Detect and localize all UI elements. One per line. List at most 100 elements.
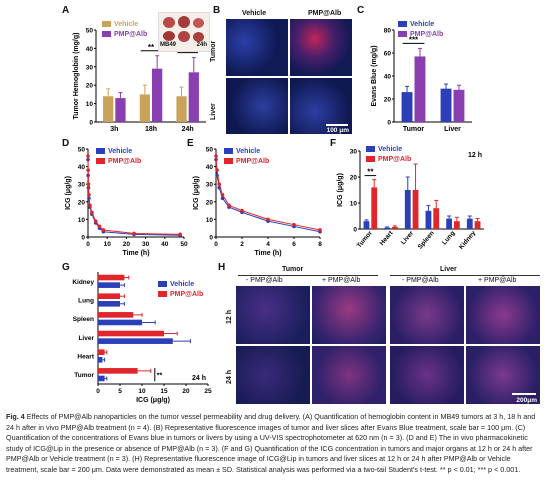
h-img-12h-liver-minus: [390, 286, 464, 344]
h-col-4: + PMP@Alb: [478, 277, 517, 284]
e-legend-swatch: [224, 158, 233, 164]
f-ytick-label: 10: [350, 201, 358, 208]
a-ylabel: Tumor Hemoglobin (mg/g): [73, 33, 80, 120]
c-bar: [414, 56, 426, 123]
a-xtick-label: 18h: [145, 126, 157, 133]
f-annotation: 12 h: [468, 152, 482, 159]
panel-label-b: B: [213, 5, 221, 16]
e-ytick-label: 20: [206, 199, 214, 206]
panel-label-f: F: [330, 138, 337, 149]
a-ytick-label: 0: [89, 120, 93, 127]
a-bar: [188, 72, 199, 122]
a-xtick-label: 3h: [110, 126, 118, 133]
c-bar: [440, 88, 452, 122]
g-ytick-label: Liver: [78, 335, 94, 342]
f-legend-swatch: [366, 156, 375, 162]
e-point: [240, 208, 244, 213]
g-annotation: 24 h: [192, 375, 206, 382]
d-xlabel: Time (h): [122, 250, 149, 257]
chart-a-tumor-hemoglobin: 0 10 20 30 40 50 Tumor Hemoglobin (mg/g) 3h 18h 2…: [73, 21, 206, 133]
tumor-photo-inset: MB49 24h: [158, 12, 210, 52]
d-ytick-label: 20: [78, 199, 86, 206]
c-ytick-label: 0: [387, 120, 391, 127]
e-ytick-label: 0: [209, 235, 213, 242]
h-img-12h-tumor-minus: [236, 286, 310, 344]
g-bar: [98, 357, 103, 363]
e-xtick-label: 0: [214, 241, 218, 248]
panel-label-d: D: [62, 138, 70, 149]
e-ytick-label: 30: [206, 182, 214, 189]
a-bar: [152, 68, 163, 122]
c-legend-swatch: [398, 21, 407, 27]
e-xtick-label: 2: [240, 241, 244, 248]
f-xtick-label: Liver: [400, 229, 416, 246]
f-bar: [466, 218, 473, 229]
figure-caption: Fig. 4 Effects of PMP@Alb nanoparticles …: [6, 412, 544, 476]
a-ytick-label: 20: [86, 83, 94, 90]
d-point: [178, 232, 182, 237]
b-tumor-vehicle-image: [226, 19, 288, 76]
f-bar: [433, 208, 440, 229]
f-xtick-label: Tumor: [356, 229, 374, 249]
d-xtick-label: 20: [123, 241, 131, 248]
f-bar: [474, 221, 481, 229]
figure-caption-text: Effects of PMP@Alb nanoparticles on the …: [6, 412, 536, 474]
chart-g-icg-24h: 0 5 10 15 20 25 ICG (μg/g) Kidney Lung Spleen Live…: [72, 272, 212, 404]
d-legend-label: PMP@Alb: [108, 158, 141, 165]
d-point: [93, 219, 98, 223]
a-bar: [115, 98, 126, 122]
g-ytick-label: Lung: [78, 298, 94, 305]
panel-h-microscopy: Tumor Liver - PMP@Alb + PMP@Alb - PMP@Al…: [222, 266, 544, 406]
b-liver-vehicle-image: [226, 78, 288, 134]
c-ytick-label: 80: [384, 28, 392, 35]
a-legend-label: PMP@Alb: [114, 31, 147, 38]
a-bar: [103, 96, 114, 122]
a-sig-label: **: [148, 43, 155, 52]
d-ytick-label: 10: [78, 217, 86, 224]
g-bar: [98, 368, 138, 374]
d-xtick-label: 10: [104, 241, 112, 248]
d-ytick-label: 50: [78, 147, 86, 154]
g-bar: [98, 338, 173, 344]
chart-e-pk-zoom: 0 10 20 30 40 50 ICG (μg/g) 0 2 4 6 8 Time (h) Vehicl…: [193, 147, 322, 258]
g-legend-label: Vehicle: [170, 281, 194, 288]
f-bar: [446, 218, 452, 229]
h-col-2: + PMP@Alb: [322, 277, 361, 284]
e-point: [217, 182, 222, 186]
c-bar: [453, 89, 465, 122]
a-bar: [139, 94, 150, 122]
c-ylabel: Evans Blue (mg/g): [371, 45, 378, 106]
g-xtick-label: 5: [118, 388, 122, 395]
e-point: [318, 228, 322, 232]
f-ytick-label: 0: [353, 227, 357, 234]
c-legend-label: PMP@Alb: [410, 31, 443, 38]
f-bar: [371, 187, 378, 229]
e-legend-label: Vehicle: [236, 148, 260, 155]
f-xtick-label: Spleen: [417, 230, 436, 251]
d-legend-label: Vehicle: [108, 148, 132, 155]
g-bar: [98, 293, 120, 299]
c-xtick-label: Tumor: [403, 126, 425, 133]
f-legend-label: PMP@Alb: [378, 156, 411, 163]
c-legend-label: Vehicle: [410, 21, 434, 28]
b-row-liver: Liver: [210, 103, 217, 120]
g-bar: [98, 330, 164, 337]
g-ytick-label: Kidney: [72, 279, 94, 286]
e-ytick-label: 50: [206, 147, 214, 154]
chart-c-evans-blue: 0 20 40 60 80 Evans Blue (mg/g) Tumor Liver Vehi…: [371, 21, 472, 133]
d-legend-swatch: [96, 158, 105, 164]
e-point: [214, 154, 218, 158]
g-xtick-label: 0: [96, 388, 100, 395]
e-ytick-label: 10: [206, 217, 214, 224]
e-ytick-label: 40: [206, 164, 214, 171]
h-img-24h-tumor-plus: [312, 346, 386, 404]
f-bar: [425, 210, 432, 229]
d-point: [86, 168, 90, 172]
f-xtick-label: Lung: [441, 230, 457, 247]
f-xtick-label: Heart: [378, 229, 395, 247]
b-col-vehicle: Vehicle: [242, 10, 267, 17]
g-sig-label: **: [157, 373, 163, 380]
a-ytick-label: 50: [86, 28, 94, 35]
h-col-3: - PMP@Alb: [402, 277, 439, 284]
h-img-12h-tumor-plus: [312, 286, 386, 344]
